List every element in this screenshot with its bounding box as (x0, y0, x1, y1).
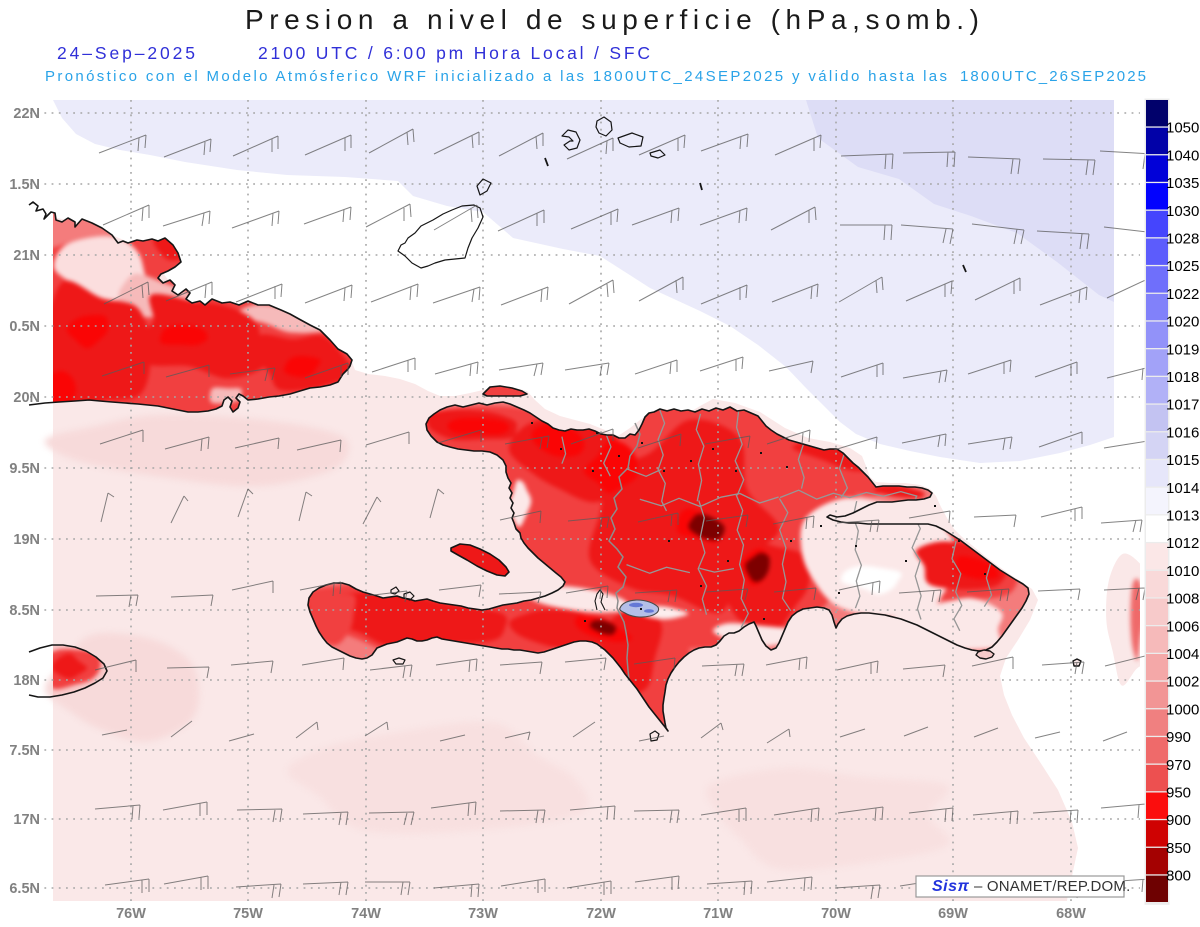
svg-text:900: 900 (1166, 812, 1191, 829)
svg-text:21N: 21N (13, 248, 40, 264)
svg-text:1015: 1015 (1166, 452, 1199, 469)
svg-text:1040: 1040 (1166, 147, 1199, 164)
svg-text:1030: 1030 (1166, 203, 1199, 220)
svg-text:1014: 1014 (1166, 480, 1199, 497)
svg-text:1028: 1028 (1166, 231, 1199, 248)
svg-text:68W: 68W (1056, 906, 1086, 922)
svg-text:1025: 1025 (1166, 258, 1199, 275)
svg-text:70W: 70W (821, 906, 851, 922)
svg-text:73W: 73W (468, 906, 498, 922)
svg-text:1010: 1010 (1166, 563, 1199, 580)
svg-text:18N: 18N (13, 673, 40, 689)
svg-text:24–Sep–2025: 24–Sep–2025 (57, 43, 195, 63)
svg-text:950: 950 (1166, 785, 1191, 802)
svg-text:1004: 1004 (1166, 646, 1199, 663)
svg-text:800: 800 (1166, 868, 1191, 885)
svg-text:1017: 1017 (1166, 397, 1199, 414)
svg-text:1000: 1000 (1166, 701, 1199, 718)
svg-text:Sisπ: Sisπ (932, 878, 970, 895)
svg-text:69W: 69W (938, 906, 968, 922)
svg-text:1006: 1006 (1166, 618, 1199, 635)
svg-text:8.5N: 8.5N (9, 603, 40, 619)
svg-text:1050: 1050 (1166, 120, 1199, 137)
svg-text:72W: 72W (586, 906, 616, 922)
svg-text:20N: 20N (13, 390, 40, 406)
svg-text:7.5N: 7.5N (9, 743, 40, 759)
svg-text:6.5N: 6.5N (9, 881, 40, 897)
svg-text:22N: 22N (13, 106, 40, 122)
svg-text:9.5N: 9.5N (9, 461, 40, 477)
svg-text:0.5N: 0.5N (9, 319, 40, 335)
svg-text:1800UTC_26SEP2025: 1800UTC_26SEP2025 (960, 68, 1146, 85)
svg-text:1012: 1012 (1166, 535, 1199, 552)
svg-text:1019: 1019 (1166, 341, 1199, 358)
svg-text:1002: 1002 (1166, 674, 1199, 691)
svg-text:19N: 19N (13, 532, 40, 548)
svg-text:1035: 1035 (1166, 175, 1199, 192)
svg-text:17N: 17N (13, 812, 40, 828)
svg-text:850: 850 (1166, 840, 1191, 857)
svg-text:Pronóstico con el Modelo Atmós: Pronóstico con el Modelo Atmósferico WRF… (45, 68, 947, 85)
svg-text:1018: 1018 (1166, 369, 1199, 386)
svg-text:970: 970 (1166, 757, 1191, 774)
svg-text:2100 UTC / 6:00 pm Hora Local: 2100 UTC / 6:00 pm Hora Local / SFC (258, 43, 650, 63)
svg-text:1020: 1020 (1166, 314, 1199, 331)
svg-text:1013: 1013 (1166, 508, 1199, 525)
svg-text:71W: 71W (703, 906, 733, 922)
svg-text:1008: 1008 (1166, 591, 1199, 608)
svg-text:76W: 76W (116, 906, 146, 922)
svg-text:– ONAMET/REP.DOM.: – ONAMET/REP.DOM. (974, 878, 1130, 895)
svg-text:Presion a nivel de superficie: Presion a nivel de superficie (hPa,somb.… (245, 4, 979, 35)
svg-text:1.5N: 1.5N (9, 177, 40, 193)
svg-text:1022: 1022 (1166, 286, 1199, 303)
svg-text:1016: 1016 (1166, 424, 1199, 441)
svg-text:74W: 74W (351, 906, 381, 922)
svg-text:75W: 75W (233, 906, 263, 922)
svg-text:990: 990 (1166, 729, 1191, 746)
